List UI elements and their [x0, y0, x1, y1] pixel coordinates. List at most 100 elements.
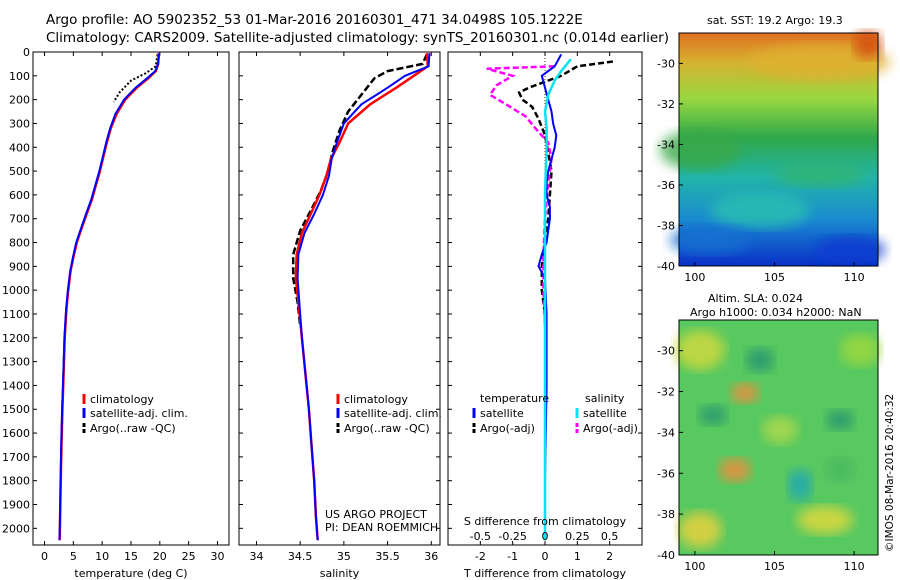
legend-temp-climatology-label: climatology: [90, 393, 154, 406]
map-y-tick-label-sla: -34: [657, 426, 675, 439]
sst-title: sat. SST: 19.2 Argo: 19.3: [707, 14, 843, 27]
sst-patch: [750, 44, 890, 80]
map-y-tick-label-sst: -32: [657, 98, 675, 111]
legend-diff-title-temperature: temperature: [480, 392, 549, 405]
y-tick-label-temp: 300: [9, 117, 30, 130]
top-tick-label-diff: -0.5: [470, 530, 491, 543]
x-tick-label-temp: 30: [210, 550, 224, 563]
y-tick-label-temp: 0: [23, 46, 30, 59]
plot-frame-temp: [32, 51, 230, 546]
satellite-temp-line: [58, 53, 161, 541]
satellite-sal-line: [296, 53, 431, 541]
legend-diff-sal-satellite-label: satellite: [583, 407, 627, 420]
temp-x-axis-label: temperature (deg C): [74, 567, 187, 580]
legend-temp-argo-label: Argo(..raw -QC): [90, 422, 176, 435]
top-tick-label-diff: -0.25: [498, 530, 526, 543]
x-tick-label-temp: 25: [182, 550, 196, 563]
y-tick-label-temp: 1800: [2, 475, 30, 488]
project-line2: PI: DEAN ROEMMICH: [325, 521, 439, 534]
map-y-tick-label-sst: -30: [657, 57, 675, 70]
sla-patch: [826, 458, 854, 482]
diff-x-axis-label: T difference from climatology: [463, 567, 626, 580]
x-tick-label-temp: 15: [124, 550, 138, 563]
sla-map-image: [675, 320, 880, 555]
x-tick-label-diff: 1: [574, 550, 581, 563]
sla-patch: [675, 330, 725, 370]
sla-patch: [731, 383, 759, 403]
sal-x-axis-label: salinity: [320, 567, 360, 580]
x-tick-label-temp: 20: [153, 550, 167, 563]
x-tick-label-diff: 2: [606, 550, 613, 563]
sst-patch: [670, 226, 750, 254]
sst-map-image: [660, 31, 890, 266]
map-y-tick-label-sst: -40: [657, 260, 675, 273]
y-tick-label-temp: 1300: [2, 356, 30, 369]
y-tick-label-temp: 200: [9, 94, 30, 107]
map-y-tick-label-sla: -40: [657, 549, 675, 562]
sst-patch: [660, 130, 740, 170]
map-y-tick-label-sst: -36: [657, 179, 675, 192]
y-tick-label-temp: 1700: [2, 451, 30, 464]
map-y-tick-label-sla: -38: [657, 508, 675, 521]
sla-patch: [762, 416, 798, 444]
y-tick-label-temp: 1100: [2, 308, 30, 321]
map-x-tick-label-sst: 110: [844, 271, 865, 284]
legend-sal-climatology-label: climatology: [344, 393, 408, 406]
y-tick-label-temp: 400: [9, 141, 30, 154]
sst-patch: [775, 163, 865, 187]
satellite-sal-diff-line: [543, 58, 572, 541]
y-tick-label-temp: 1500: [2, 403, 30, 416]
x-tick-label-sal: 35.5: [375, 550, 400, 563]
map-x-tick-label-sst: 105: [764, 271, 785, 284]
legend-diff-sal-argo-label: Argo(-adj): [583, 422, 638, 435]
sst-patch: [710, 192, 810, 228]
top-tick-label-diff: 0.25: [565, 530, 590, 543]
sla-patch: [699, 405, 727, 425]
map-y-tick-label-sla: -36: [657, 467, 675, 480]
y-tick-label-temp: 900: [9, 260, 30, 273]
map-x-tick-label-sst: 100: [684, 271, 705, 284]
sla-patch: [840, 334, 880, 366]
map-frame-sla: [678, 319, 879, 556]
sla-patch: [797, 506, 853, 534]
x-tick-label-sal: 34: [249, 550, 263, 563]
x-tick-label-temp: 0: [41, 550, 48, 563]
y-tick-label-temp: 600: [9, 189, 30, 202]
y-tick-label-temp: 700: [9, 213, 30, 226]
map-y-tick-label-sla: -30: [657, 345, 675, 358]
y-tick-label-temp: 1200: [2, 332, 30, 345]
y-tick-label-temp: 2000: [2, 522, 30, 535]
climatology-temp-line: [58, 53, 160, 541]
climatology-title: Climatology: CARS2009. Satellite-adjuste…: [46, 30, 669, 46]
legend-temp-satellite-label: satellite-adj. clim.: [90, 407, 188, 420]
legend-diff-temp-satellite-label: satellite: [480, 407, 524, 420]
map-x-tick-label-sla: 105: [764, 560, 785, 573]
climatology-sal-line: [294, 53, 430, 541]
legend-sal-argo-label: Argo(..raw -QC): [344, 422, 430, 435]
sla-patch: [746, 348, 774, 372]
top-tick-label-diff: 0.5: [601, 530, 619, 543]
y-tick-label-temp: 1000: [2, 284, 30, 297]
x-tick-label-diff: 0: [542, 550, 549, 563]
project-line1: US ARGO PROJECT: [325, 508, 427, 521]
y-tick-label-temp: 1400: [2, 379, 30, 392]
sla-title: Altim. SLA: 0.024: [708, 292, 804, 305]
x-tick-label-temp: 10: [95, 550, 109, 563]
x-tick-label-sal: 35: [337, 550, 351, 563]
sla-argo-title: Argo h1000: 0.034 h2000: NaN: [690, 306, 862, 319]
y-tick-label-temp: 800: [9, 237, 30, 250]
argo-sal-line: [291, 53, 429, 327]
x-tick-label-temp: 5: [70, 550, 77, 563]
legend-diff-temp-argo-label: Argo(-adj): [480, 422, 535, 435]
x-tick-label-diff: -2: [475, 550, 486, 563]
x-tick-label-diff: -1: [507, 550, 518, 563]
sla-patch: [826, 410, 854, 430]
y-tick-label-temp: 500: [9, 165, 30, 178]
y-tick-label-temp: 1900: [2, 499, 30, 512]
sst-patch: [815, 236, 885, 264]
legend-sal-satellite-label: satellite-adj. clim.: [344, 407, 442, 420]
map-y-tick-label-sst: -34: [657, 138, 675, 151]
x-tick-label-sal: 34.5: [288, 550, 313, 563]
map-x-tick-label-sla: 110: [844, 560, 865, 573]
